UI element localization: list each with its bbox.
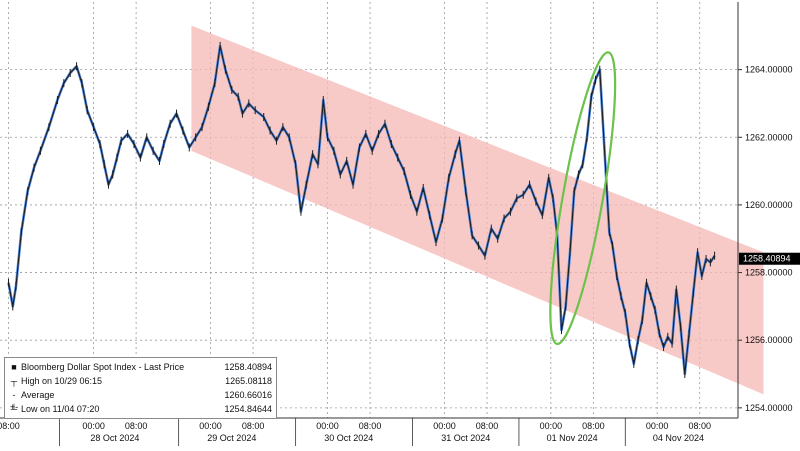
day-label: 04 Nov 2024: [653, 433, 704, 443]
legend-row-high: ┬ High on 10/29 06:15 1265.08118: [9, 375, 272, 387]
low-marker-icon: ┴: [10, 404, 18, 414]
legend-low-value: 1254.84644: [224, 404, 272, 414]
price-line-layer: [7, 41, 716, 379]
day-label: 28 Oct 2024: [90, 433, 139, 443]
legend: ■ Bloomberg Dollar Spot Index - Last Pri…: [4, 357, 277, 419]
x-tick-label: 00:00: [646, 421, 669, 431]
x-tick-label: 00:00: [540, 421, 563, 431]
y-tick-label: 1264.00000: [745, 65, 793, 75]
legend-average-label: Average: [21, 390, 55, 400]
y-tick-label: 1260.00000: [745, 200, 793, 210]
y-tick-label: 1258.00000: [745, 268, 793, 278]
day-label: 29 Oct 2024: [207, 433, 256, 443]
x-tick-label: 08:00: [688, 421, 711, 431]
legend-low-label: Low on 11/04 07:20: [21, 404, 100, 414]
x-tick-label: 00:00: [433, 421, 456, 431]
price-line: [7, 45, 716, 375]
average-marker-icon: -+-: [9, 390, 19, 412]
trend-channel: [191, 25, 764, 395]
legend-series-value: 1258.40894: [224, 362, 272, 372]
x-tick-label: 08:00: [476, 421, 499, 431]
day-label: 31 Oct 2024: [441, 433, 490, 443]
y-tick-label: 1262.00000: [745, 132, 793, 142]
x-tick-label: 08:00: [582, 421, 605, 431]
last-price-label: 1258.40894: [743, 254, 791, 264]
legend-average-value: 1260.66016: [224, 390, 272, 400]
day-label: 01 Nov 2024: [547, 433, 598, 443]
last-price-tag: [739, 252, 800, 265]
x-tick-label: 00:00: [82, 421, 105, 431]
day-label: 30 Oct 2024: [324, 433, 373, 443]
legend-row-low: ┴ Low on 11/04 07:20 1254.84644: [9, 403, 272, 415]
x-tick-label: 08:00: [0, 421, 20, 431]
y-tick-label: 1254.00000: [745, 403, 793, 413]
x-tick-label: 08:00: [125, 421, 148, 431]
trend-channel-layer: [191, 25, 764, 395]
series-square-icon: ■: [11, 362, 17, 372]
high-marker-icon: ┬: [10, 376, 18, 386]
highlight-ellipse: [549, 51, 617, 346]
legend-series-label: Bloomberg Dollar Spot Index - Last Price: [21, 362, 185, 372]
x-tick-label: 08:00: [359, 421, 382, 431]
legend-row-average: -+- Average 1260.66016: [9, 389, 272, 412]
legend-row-series: ■ Bloomberg Dollar Spot Index - Last Pri…: [9, 361, 272, 373]
x-tick-label: 00:00: [199, 421, 222, 431]
legend-high-value: 1265.08118: [225, 376, 272, 386]
y-tick-label: 1256.00000: [745, 335, 793, 345]
x-tick-label: 08:00: [242, 421, 265, 431]
ellipse-annotation-layer: [549, 51, 617, 346]
legend-high-label: High on 10/29 06:15: [21, 376, 103, 386]
x-tick-label: 00:00: [316, 421, 339, 431]
